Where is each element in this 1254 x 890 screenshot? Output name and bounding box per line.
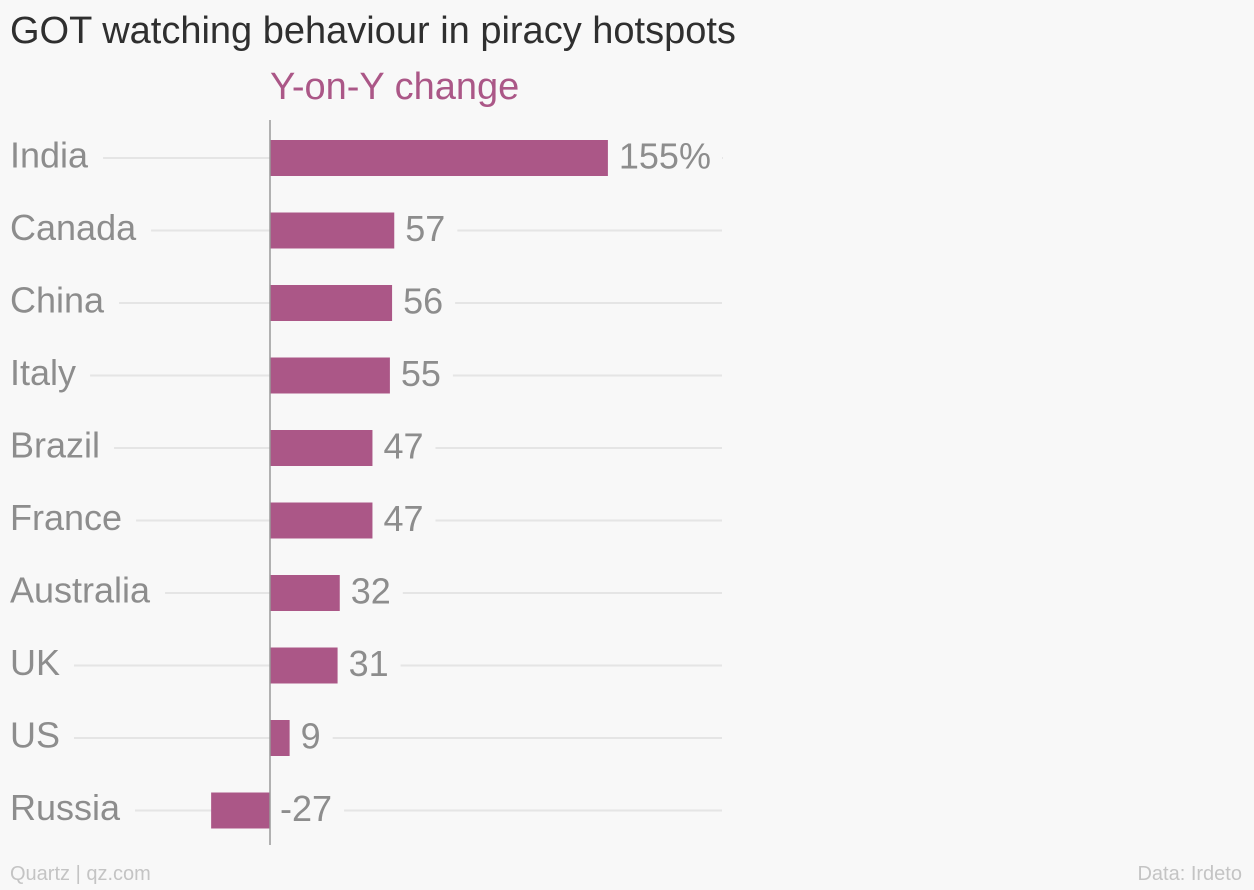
category-label: Italy	[10, 352, 76, 393]
bar	[270, 430, 373, 466]
value-label: 9	[301, 716, 321, 757]
value-label: 32	[351, 571, 391, 612]
category-label: US	[10, 715, 60, 756]
value-label: 31	[349, 643, 389, 684]
category-label: China	[10, 280, 105, 321]
footer-source-left: Quartz | qz.com	[10, 863, 151, 885]
category-label: UK	[10, 642, 60, 683]
value-label: 155%	[619, 136, 711, 177]
value-label: 47	[383, 498, 423, 539]
value-label: -27	[280, 788, 332, 829]
category-label: France	[10, 497, 122, 538]
category-label: Australia	[10, 570, 151, 611]
bar	[270, 502, 373, 539]
bar	[270, 720, 290, 756]
bar	[270, 357, 390, 394]
bar	[270, 285, 393, 321]
bar	[270, 575, 340, 611]
bar	[270, 212, 395, 249]
chart-subtitle: Y-on-Y change	[270, 66, 520, 108]
value-label: 56	[403, 281, 443, 322]
value-label: 57	[405, 208, 445, 249]
category-label: Brazil	[10, 425, 100, 466]
category-label: Canada	[10, 207, 137, 248]
value-label: 47	[383, 426, 423, 467]
footer-source-right: Data: Irdeto	[1137, 863, 1242, 885]
bar	[270, 647, 338, 684]
chart-title: GOT watching behaviour in piracy hotspot…	[10, 10, 736, 52]
category-label: India	[10, 135, 89, 176]
value-label: 55	[401, 353, 441, 394]
category-label: Russia	[10, 787, 121, 828]
bar	[270, 140, 608, 176]
bar	[211, 792, 270, 829]
